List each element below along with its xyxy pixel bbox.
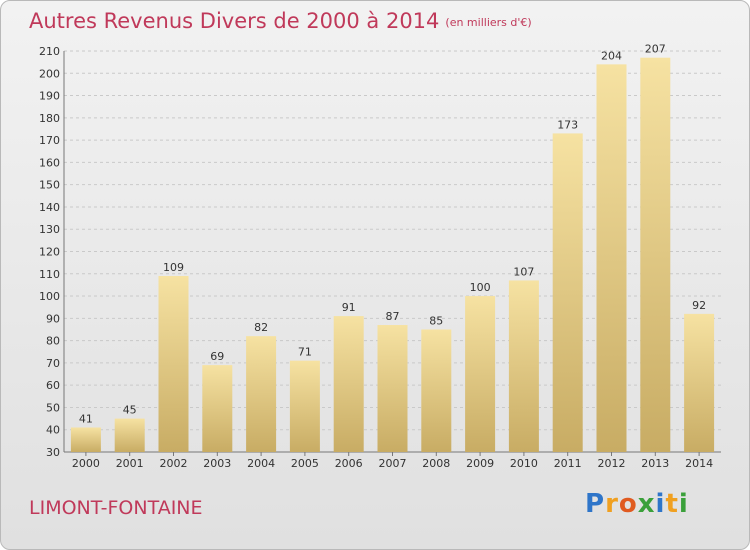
chart-title-text: Autres Revenus Divers de 2000 à 2014 [29,9,440,33]
y-tick-label: 90 [46,312,60,325]
data-label: 207 [645,43,666,56]
bar [684,313,715,452]
bar [640,57,671,452]
bar [202,365,233,452]
y-tick-label: 180 [39,112,60,125]
data-label: 85 [429,314,443,327]
proxiti-logo: Proxiti [585,489,689,519]
y-tick-label: 110 [39,268,60,281]
y-tick-label: 120 [39,246,60,259]
x-tick-label: 2006 [335,457,363,470]
bar [70,427,101,452]
y-tick-label: 40 [46,424,60,437]
bar [333,316,364,452]
y-tick-label: 190 [39,90,60,103]
y-tick-label: 150 [39,179,60,192]
x-tick-label: 2011 [554,457,582,470]
bar [377,325,408,452]
chart-title: Autres Revenus Divers de 2000 à 2014 (en … [29,9,532,33]
y-tick-label: 30 [46,446,60,459]
x-tick-label: 2003 [203,457,231,470]
data-label: 173 [557,118,578,131]
data-label: 69 [210,350,224,363]
y-tick-label: 100 [39,290,60,303]
data-label: 71 [298,346,312,359]
bar [552,133,583,452]
logo-letter: r [605,489,619,519]
data-label: 100 [470,281,491,294]
x-tick-label: 2009 [466,457,494,470]
y-tick-label: 50 [46,401,60,414]
y-tick-label: 210 [39,45,60,58]
y-tick-label: 170 [39,134,60,147]
x-tick-label: 2000 [72,457,100,470]
logo-letter: x [637,489,656,519]
y-tick-label: 140 [39,201,60,214]
bar [158,276,189,452]
bar [465,296,496,452]
x-tick-label: 2014 [685,457,713,470]
data-label: 107 [513,265,534,278]
data-label: 87 [386,310,400,323]
logo-letter: i [655,489,666,519]
x-tick-label: 2002 [160,457,188,470]
bar [596,64,627,452]
x-tick-label: 2007 [379,457,407,470]
x-tick-label: 2013 [641,457,669,470]
data-label: 45 [123,404,137,417]
logo-letter: t [665,489,679,519]
data-label: 204 [601,49,622,62]
x-tick-label: 2010 [510,457,538,470]
y-tick-label: 60 [46,379,60,392]
x-tick-label: 2012 [598,457,626,470]
x-tick-label: 2001 [116,457,144,470]
data-label: 109 [163,261,184,274]
logo-letter: P [585,489,606,519]
y-tick-label: 160 [39,156,60,169]
data-label: 92 [692,299,706,312]
bar [246,336,277,452]
y-tick-label: 130 [39,223,60,236]
logo-letter: i [678,489,689,519]
bar [114,418,145,452]
x-tick-label: 2008 [422,457,450,470]
unit-note: (en milliers d'€) [445,16,532,29]
logo-letter: o [618,489,638,519]
data-label: 41 [79,412,93,425]
data-label: 91 [342,301,356,314]
x-tick-label: 2004 [247,457,275,470]
bar [289,360,320,452]
y-tick-label: 200 [39,67,60,80]
town-name: LIMONT-FONTAINE [29,497,203,519]
y-tick-label: 70 [46,357,60,370]
bar [508,280,539,452]
y-tick-label: 80 [46,335,60,348]
bar [421,329,452,452]
x-tick-label: 2005 [291,457,319,470]
data-label: 82 [254,321,268,334]
